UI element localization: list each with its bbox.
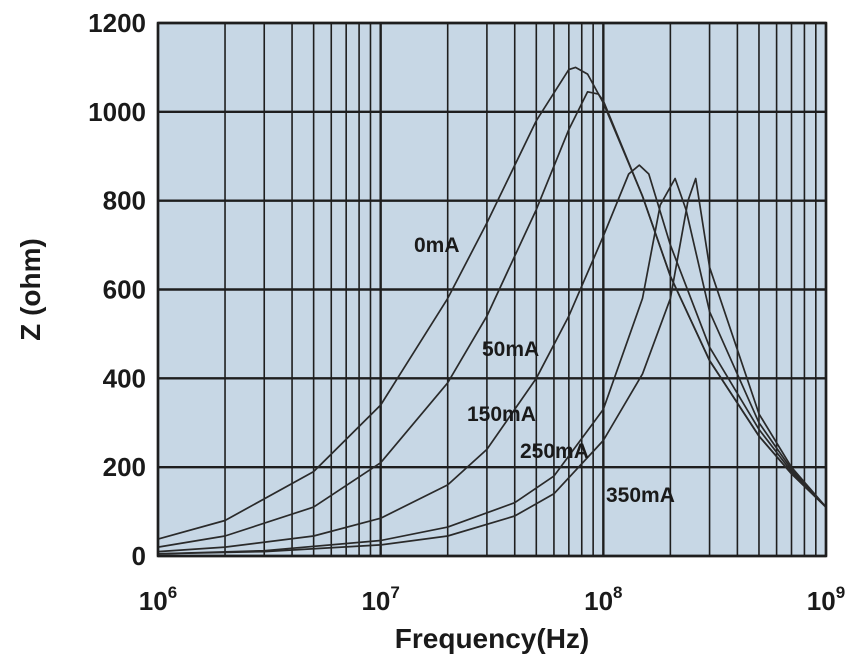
curve-labels: 0mA 50mA 150mA 250mA 350mA [414, 234, 675, 507]
y-tick-label: 200 [103, 452, 146, 482]
y-tick-label: 0 [132, 541, 146, 571]
y-tick-label: 800 [103, 186, 146, 216]
x-tick-label: 106 [139, 583, 177, 616]
x-axis-title: Frequency(Hz) [395, 623, 589, 654]
curve-label: 350mA [606, 484, 675, 507]
x-tick-label: 108 [584, 583, 622, 616]
series-line-150mA [157, 164, 827, 553]
curve-label: 50mA [482, 338, 539, 361]
x-tick-labels: 106 107 108 109 [139, 583, 845, 616]
series-line-250mA [157, 177, 827, 555]
y-tick-label: 400 [103, 363, 146, 393]
series-line-350mA [157, 177, 827, 555]
curve-label: 150mA [467, 403, 536, 426]
y-tick-label: 1200 [88, 8, 146, 38]
series-line-50mA [157, 90, 827, 548]
x-tick-label: 107 [361, 583, 399, 616]
curve-label: 0mA [414, 234, 460, 257]
y-axis-title: Z (ohm) [15, 238, 46, 341]
x-tick-label: 109 [807, 583, 845, 616]
curves [157, 66, 827, 555]
y-tick-labels: 0 200 400 600 800 1000 1200 [88, 8, 146, 571]
y-tick-label: 600 [103, 275, 146, 305]
curve-label: 250mA [520, 440, 589, 463]
y-tick-label: 1000 [88, 97, 146, 127]
plot-frame [156, 21, 828, 558]
